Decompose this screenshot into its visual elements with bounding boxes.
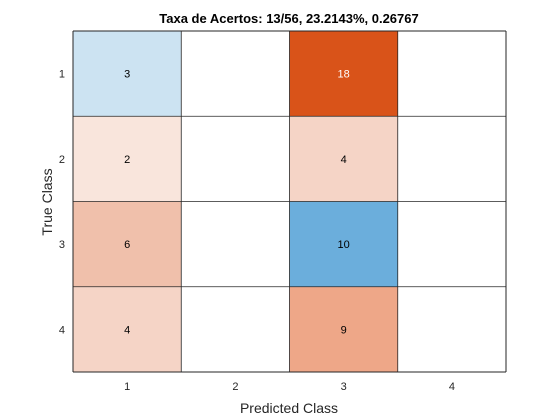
heatmap-cell-empty <box>181 31 289 116</box>
heatmap-cell-label: 9 <box>341 324 347 336</box>
heatmap-cell-label: 6 <box>124 239 130 251</box>
y-tick-label: 4 <box>59 324 65 336</box>
heatmap-cell-empty <box>181 116 289 201</box>
heatmap-cell-empty <box>398 287 506 372</box>
heatmap-cell-empty <box>398 116 506 201</box>
chart-title: Taxa de Acertos: 13/56, 23.2143%, 0.2676… <box>159 11 418 26</box>
heatmap-cell-label: 3 <box>124 69 130 81</box>
heatmap-cell-empty <box>181 202 289 287</box>
x-axis-label: Predicted Class <box>240 400 338 416</box>
y-tick-label: 2 <box>59 154 65 166</box>
x-tick-label: 3 <box>341 381 347 393</box>
heatmap-cell-label: 4 <box>341 154 347 166</box>
x-tick-label: 1 <box>124 381 130 393</box>
heatmap-cell-label: 10 <box>338 239 350 251</box>
x-tick-label: 2 <box>232 381 238 393</box>
x-tick-label: 4 <box>449 381 455 393</box>
y-tick-label: 1 <box>59 69 65 81</box>
heatmap-cell-empty <box>398 202 506 287</box>
heatmap-cell-label: 18 <box>338 69 350 81</box>
y-tick-label: 3 <box>59 239 65 251</box>
heatmap-cell-label: 4 <box>124 324 130 336</box>
heatmap-cell-empty <box>398 31 506 116</box>
heatmap-cell-empty <box>181 287 289 372</box>
y-axis-label: True Class <box>39 168 55 235</box>
heatmap-cell-label: 2 <box>124 154 130 166</box>
